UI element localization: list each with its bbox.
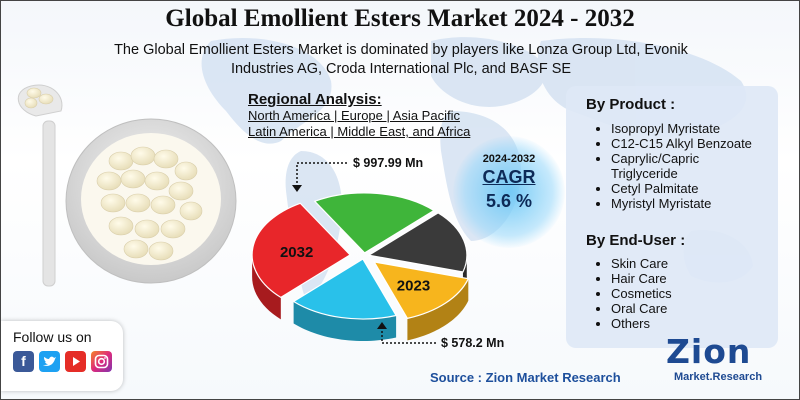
end-user-item: Skin Care — [611, 256, 672, 271]
end-user-item: Others — [611, 316, 672, 331]
callout-line-2032 — [296, 162, 349, 187]
product-bowl-image — [18, 84, 237, 287]
regional-heading: Regional Analysis: — [248, 91, 382, 108]
twitter-icon[interactable] — [39, 351, 60, 372]
callout-arrow-2032 — [292, 185, 302, 192]
regional-line-1: North America | Europe | Asia Pacific — [248, 108, 460, 123]
cagr-label: CAGR — [482, 167, 536, 187]
by-end-user-heading: By End-User : — [586, 232, 686, 249]
follow-us-label: Follow us on — [13, 329, 92, 345]
zion-logo: Zion Market.Research — [666, 335, 776, 389]
pie-slice-side — [407, 278, 469, 341]
pie-slice — [251, 202, 352, 299]
callout-line-2023 — [381, 327, 438, 344]
chart-title: Global Emollient Esters Market 2024 - 20… — [165, 5, 635, 32]
by-end-user-list: Skin Care Hair Care Cosmetics Oral Care … — [593, 256, 672, 331]
segments-panel — [566, 86, 778, 348]
cagr-years: 2024-2032 — [482, 153, 536, 165]
by-product-list: Isopropyl Myristate C12-C15 Alkyl Benzoa… — [593, 121, 752, 211]
pie-slice-side — [293, 301, 397, 342]
by-product-heading: By Product : — [586, 96, 676, 113]
product-item: C12-C15 Alkyl Benzoate — [611, 136, 752, 151]
logo-main-text: Zion — [666, 332, 752, 371]
facebook-icon[interactable]: f — [13, 351, 34, 372]
pie-slice — [367, 212, 468, 273]
product-item: Isopropyl Myristate — [611, 121, 752, 136]
value-label-2023: $ 578.2 Mn — [441, 336, 504, 350]
youtube-icon[interactable] — [65, 351, 86, 372]
product-item: Myristyl Myristate — [611, 196, 752, 211]
pie-slice — [313, 192, 436, 254]
instagram-icon[interactable] — [91, 351, 112, 372]
callout-arrow-2023 — [377, 322, 387, 329]
product-item: Caprylic/Capric Triglyceride — [611, 151, 751, 181]
cagr-glow — [453, 136, 565, 248]
pie-slice — [292, 258, 398, 320]
pie-slice-label: 2023 — [397, 278, 430, 295]
pie-slice — [373, 261, 470, 320]
cagr-value: 5.6 % — [485, 191, 533, 211]
source-text: Source : Zion Market Research — [430, 370, 621, 385]
follow-us-box: Follow us on f — [1, 321, 123, 391]
end-user-item: Hair Care — [611, 271, 672, 286]
regional-line-2: Latin America | Middle East, and Africa — [248, 124, 471, 139]
logo-sub-text: Market.Research — [674, 371, 763, 383]
end-user-item: Cosmetics — [611, 286, 672, 301]
value-label-2032: $ 997.99 Mn — [353, 156, 423, 170]
chart-subtitle: The Global Emollient Esters Market is do… — [114, 42, 688, 77]
regional-analysis: Regional Analysis: North America | Europ… — [248, 91, 470, 140]
pie-slice-label: 2032 — [280, 244, 313, 261]
end-user-item: Oral Care — [611, 301, 672, 316]
product-item: Cetyl Palmitate — [611, 181, 752, 196]
